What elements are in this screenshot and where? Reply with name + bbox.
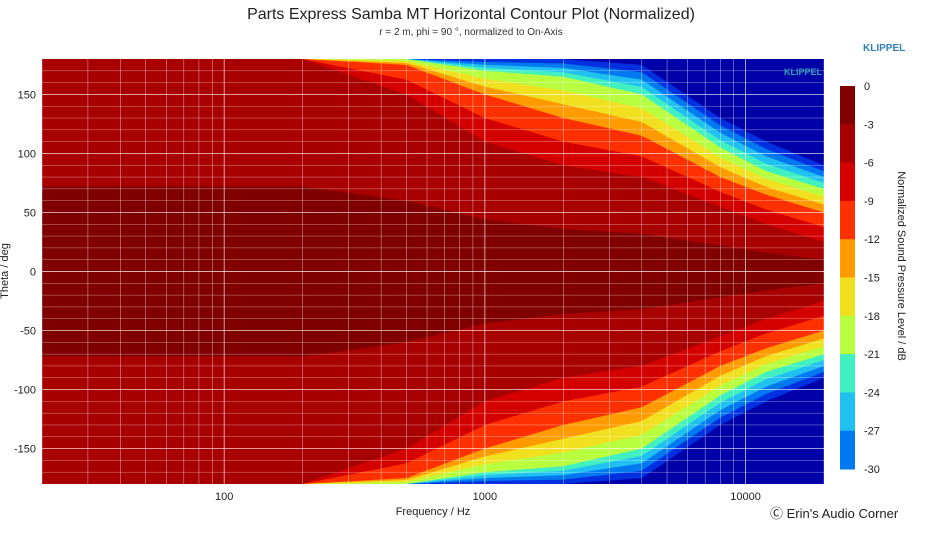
chart-title: Parts Express Samba MT Horizontal Contou… [247,6,695,23]
x-tick-label: 10000 [730,491,761,503]
colorbar-tick-label: -21 [864,349,880,361]
colorbar [840,86,855,470]
x-axis-label: Frequency / Hz [396,506,471,518]
brand-label: KLIPPEL [863,43,906,54]
credit-label: Ⓒ Erin's Audio Corner [770,506,899,521]
colorbar-label: Normalized Sound Pressure Level / dB [895,171,907,361]
colorbar-segment [840,354,855,393]
colorbar-tick-label: -24 [864,387,880,399]
colorbar-tick-label: -12 [864,234,880,246]
colorbar-segment [840,239,855,278]
y-tick-label: 50 [24,207,36,219]
colorbar-tick-label: -18 [864,311,880,323]
colorbar-tick-label: -15 [864,273,880,285]
colorbar-segment [840,315,855,355]
colorbar-tick-label: -30 [864,464,880,476]
colorbar-tick-label: -3 [864,119,874,131]
y-tick-label: -100 [14,385,36,397]
x-tick-label: 1000 [473,491,497,503]
y-tick-label: 100 [18,148,36,160]
y-tick-label: 0 [30,267,36,279]
colorbar-segment [840,277,855,317]
colorbar-segment [840,162,855,202]
plot-logo: KLIPPEL [784,67,823,77]
y-tick-label: 150 [18,89,36,101]
colorbar-segment [840,124,855,164]
x-axis-ticks: 100 1000 10000 [215,491,761,503]
x-tick-label: 100 [215,491,233,503]
colorbar-segment [840,392,855,432]
colorbar-tick-label: 0 [864,81,870,93]
chart-subtitle: r = 2 m, phi = 90 °, normalized to On-Ax… [379,27,563,38]
y-tick-label: -150 [14,444,36,456]
colorbar-ticks: 0 -3 -6 -9 -12 -15 -18 -21 -24 -27 -30 [864,81,880,476]
colorbar-tick-label: -27 [864,426,880,438]
y-axis-ticks: 150 100 50 0 -50 -100 -150 [14,89,36,455]
colorbar-tick-label: -9 [864,196,874,208]
y-axis-label: Theta / deg [0,243,11,299]
plot-grid [42,59,824,484]
colorbar-tick-label: -6 [864,158,874,170]
y-tick-label: -50 [20,326,36,338]
colorbar-segment [840,430,855,470]
colorbar-segment [840,200,855,240]
colorbar-segment [840,86,855,125]
